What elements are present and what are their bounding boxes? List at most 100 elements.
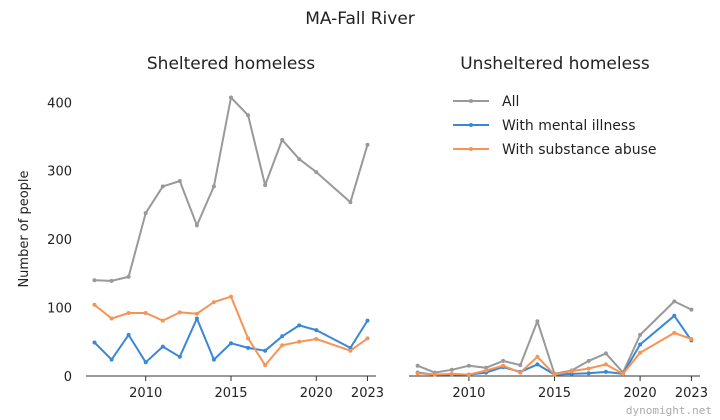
data-point-sheltered-all — [229, 95, 233, 100]
data-point-sheltered-with-mental-illness — [280, 334, 285, 339]
data-point-sheltered-with-mental-illness — [365, 318, 370, 323]
data-point-sheltered-with-substance-abuse — [314, 337, 319, 341]
y-tick-label: 100 — [47, 302, 72, 317]
panel-unsheltered: Unsheltered homeless 2010 2015 2020 2023 — [409, 54, 708, 401]
series-line-sheltered-all — [94, 96, 369, 282]
data-point-sheltered-all — [126, 274, 131, 279]
y-tick-label: 200 — [47, 233, 72, 248]
data-point-unsheltered-all — [689, 307, 694, 312]
data-point-sheltered-with-substance-abuse — [92, 302, 97, 307]
data-point-unsheltered-with-substance-abuse — [501, 363, 506, 368]
data-point-unsheltered-all — [449, 367, 454, 372]
data-point-unsheltered-all — [518, 363, 523, 368]
data-point-sheltered-with-substance-abuse — [263, 363, 268, 368]
data-point-sheltered-with-mental-illness — [211, 357, 216, 362]
data-point-unsheltered-with-substance-abuse — [466, 372, 471, 377]
data-point-unsheltered-all — [501, 358, 506, 363]
data-point-sheltered-with-mental-illness — [126, 332, 131, 337]
data-point-sheltered-all — [365, 142, 370, 147]
data-point-sheltered-with-substance-abuse — [280, 343, 285, 348]
y-axis-label: Number of people — [17, 170, 32, 287]
y-ticks-sheltered: 0 100 200 300 400 — [47, 96, 72, 385]
series-line-unsheltered-with-substance-abuse — [417, 331, 692, 376]
data-point-unsheltered-all — [672, 299, 677, 304]
x-ticks-sheltered: 2010 2015 2020 2023 — [129, 376, 384, 401]
data-point-unsheltered-with-substance-abuse — [432, 372, 437, 377]
data-point-sheltered-with-substance-abuse — [194, 311, 199, 316]
data-point-unsheltered-with-substance-abuse — [603, 362, 608, 367]
legend-label-all: All — [502, 94, 519, 110]
series-line-sheltered-with-substance-abuse — [93, 295, 369, 367]
data-point-sheltered-with-mental-illness — [143, 360, 148, 365]
data-point-sheltered-all — [297, 157, 302, 162]
panel-title-unsheltered: Unsheltered homeless — [460, 54, 650, 74]
data-point-unsheltered-with-substance-abuse — [552, 372, 557, 377]
data-point-sheltered-all — [194, 223, 199, 228]
legend-marker-all — [469, 99, 473, 103]
data-point-unsheltered-all — [638, 332, 643, 337]
data-point-unsheltered-with-substance-abuse — [535, 354, 540, 359]
data-point-sheltered-all — [280, 137, 285, 142]
data-point-sheltered-with-mental-illness — [297, 323, 302, 328]
data-point-unsheltered-with-mental-illness — [535, 362, 540, 367]
data-point-unsheltered-all — [535, 319, 540, 324]
data-point-sheltered-with-substance-abuse — [143, 311, 148, 315]
data-point-sheltered-with-substance-abuse — [160, 318, 165, 323]
y-tick-label: 300 — [47, 165, 72, 180]
data-point-sheltered-all — [246, 113, 251, 118]
data-point-sheltered-with-mental-illness — [314, 328, 319, 333]
data-point-unsheltered-with-substance-abuse — [689, 337, 694, 341]
data-point-unsheltered-with-substance-abuse — [586, 366, 591, 371]
figure-title: MA-Fall River — [305, 9, 415, 29]
data-point-unsheltered-all — [603, 351, 608, 356]
legend-label-with-mental-illness: With mental illness — [502, 118, 636, 134]
data-point-sheltered-all — [211, 184, 216, 189]
data-point-sheltered-with-substance-abuse — [246, 336, 251, 341]
data-point-sheltered-with-mental-illness — [229, 341, 233, 346]
data-point-sheltered-all — [160, 184, 165, 189]
legend: All With mental illness With substance abu… — [453, 94, 657, 158]
legend-marker-with-mental-illness — [469, 123, 473, 127]
data-point-unsheltered-with-substance-abuse — [621, 371, 625, 376]
data-point-sheltered-all — [314, 170, 319, 175]
data-point-sheltered-with-mental-illness — [92, 340, 97, 345]
data-point-unsheltered-with-substance-abuse — [569, 369, 574, 374]
x-tick-label: 2020 — [624, 386, 657, 401]
data-point-sheltered-with-mental-illness — [246, 345, 251, 350]
data-point-unsheltered-all — [415, 363, 420, 368]
series-line-unsheltered-all — [417, 300, 692, 375]
x-tick-label: 2023 — [675, 386, 708, 401]
watermark: dynomight.net — [626, 404, 712, 417]
x-tick-label: 2010 — [129, 386, 162, 401]
data-point-sheltered-with-mental-illness — [177, 354, 182, 359]
data-point-sheltered-all — [348, 200, 353, 205]
panel-sheltered: Sheltered homeless Number of people 2010… — [17, 54, 384, 401]
data-point-sheltered-with-mental-illness — [263, 348, 268, 353]
series-group-sheltered — [92, 95, 370, 368]
y-tick-label: 0 — [64, 370, 72, 385]
legend-label-with-substance-abuse: With substance abuse — [502, 142, 657, 158]
data-point-unsheltered-with-mental-illness — [586, 371, 591, 376]
panel-title-sheltered: Sheltered homeless — [147, 54, 315, 74]
data-point-sheltered-with-mental-illness — [194, 316, 199, 321]
data-point-unsheltered-all — [586, 358, 591, 363]
data-point-sheltered-with-substance-abuse — [365, 336, 370, 341]
data-point-sheltered-with-mental-illness — [109, 357, 114, 362]
data-point-sheltered-with-substance-abuse — [126, 311, 131, 315]
data-point-sheltered-with-substance-abuse — [297, 339, 302, 344]
data-point-sheltered-all — [92, 278, 97, 283]
data-point-sheltered-with-substance-abuse — [229, 294, 233, 299]
data-point-sheltered-all — [109, 278, 114, 283]
x-ticks-unsheltered: 2010 2015 2020 2023 — [452, 376, 708, 401]
data-point-unsheltered-with-mental-illness — [638, 342, 643, 347]
x-tick-label: 2010 — [452, 386, 485, 401]
data-point-unsheltered-with-substance-abuse — [415, 371, 420, 376]
data-point-sheltered-with-substance-abuse — [348, 348, 353, 353]
legend-marker-with-substance-abuse — [469, 147, 473, 151]
data-point-sheltered-all — [177, 179, 182, 183]
data-point-sheltered-with-substance-abuse — [109, 316, 114, 321]
data-point-unsheltered-with-substance-abuse — [484, 368, 488, 373]
data-point-sheltered-all — [263, 183, 268, 188]
data-point-unsheltered-with-mental-illness — [603, 369, 608, 374]
